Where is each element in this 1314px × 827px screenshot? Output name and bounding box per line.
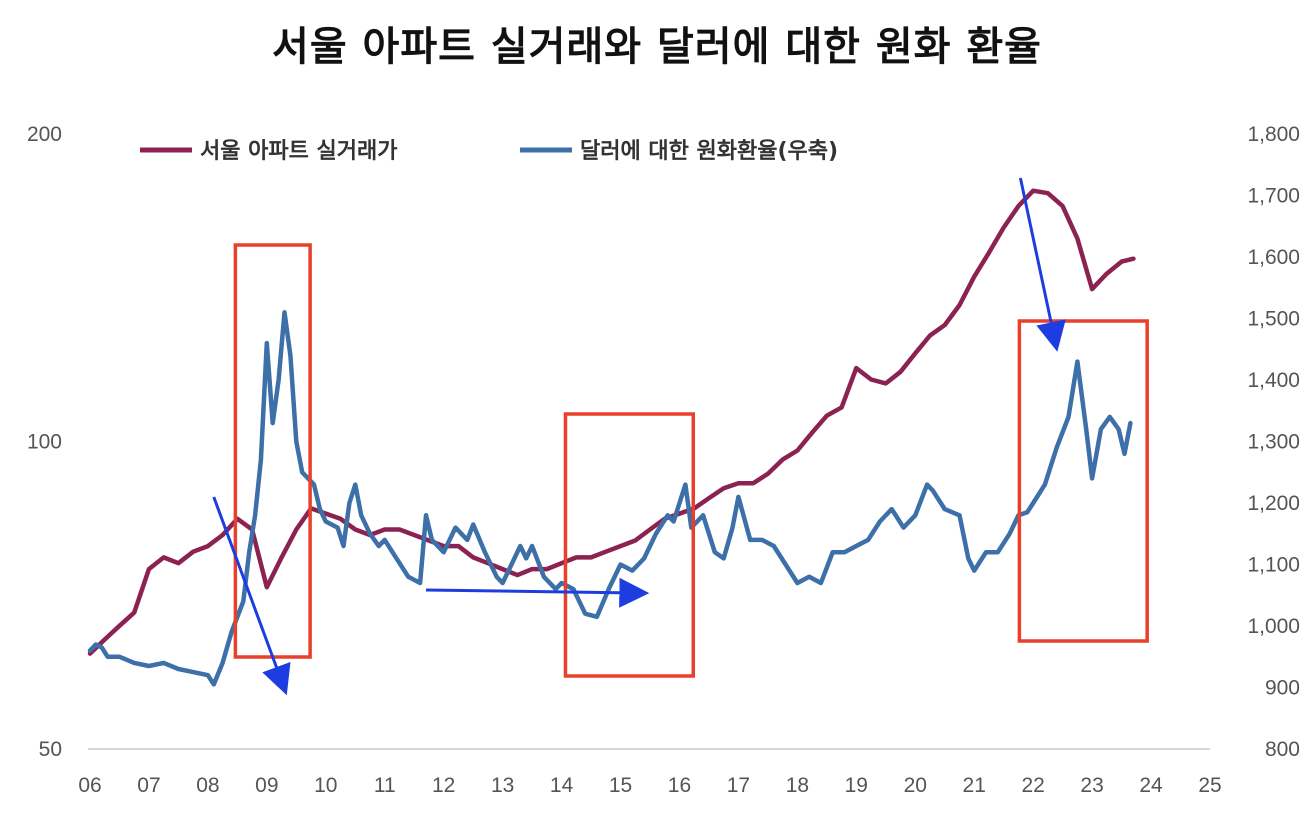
right-tick-label: 1,300 — [1247, 431, 1300, 454]
left-tick-label: 100 — [27, 431, 62, 454]
left-tick-label: 200 — [27, 123, 62, 146]
trend-arrow — [425, 577, 650, 608]
right-tick-label: 1,800 — [1247, 123, 1300, 146]
x-tick-label: 23 — [1080, 774, 1103, 797]
x-tick-label: 12 — [432, 774, 455, 797]
x-tick-label: 16 — [668, 774, 691, 797]
trend-arrow — [1018, 177, 1066, 352]
series-line-krw-usd — [87, 310, 1133, 687]
right-tick-label: 800 — [1265, 738, 1300, 761]
left-tick-label: 50 — [39, 738, 62, 761]
x-tick-label: 09 — [255, 774, 278, 797]
x-tick-label: 08 — [196, 774, 219, 797]
highlight-box — [563, 412, 696, 678]
right-tick-label: 900 — [1265, 677, 1300, 700]
right-tick-label: 1,000 — [1247, 615, 1300, 638]
highlight-box — [1017, 319, 1149, 643]
x-tick-label: 15 — [609, 774, 632, 797]
right-axis-ticks: 1,800 1,700 1,600 1,500 1,400 1,300 1,200 1,100… — [1247, 123, 1300, 761]
series-layer — [87, 188, 1136, 687]
x-tick-label: 19 — [845, 774, 868, 797]
x-tick-label: 10 — [314, 774, 337, 797]
right-tick-label: 1,700 — [1247, 185, 1300, 208]
annotation-layer — [212, 177, 1149, 696]
legend-label-apartment: 서울 아파트 실거래가 — [200, 139, 397, 164]
x-tick-label: 20 — [904, 774, 927, 797]
x-tick-label: 22 — [1021, 774, 1044, 797]
legend: 서울 아파트 실거래가 달러에 대한 원화환율(우축) — [140, 139, 838, 164]
x-tick-label: 13 — [491, 774, 514, 797]
chart-title: 서울 아파트 실거래와 달러에 대한 원화 환율 — [272, 24, 1042, 70]
right-tick-label: 1,200 — [1247, 492, 1300, 515]
right-tick-label: 1,400 — [1247, 369, 1300, 392]
legend-label-fx: 달러에 대한 원화환율(우축) — [580, 139, 838, 164]
right-tick-label: 1,100 — [1247, 554, 1300, 577]
trend-arrow — [212, 496, 291, 696]
series-line-apartment-price — [87, 188, 1136, 656]
x-tick-label: 14 — [550, 774, 574, 797]
x-tick-label: 18 — [786, 774, 809, 797]
x-tick-label: 21 — [963, 774, 986, 797]
x-axis-ticks: 06 07 08 09 10 11 12 13 14 15 16 17 18 19 20 21 22 23 24 25 — [78, 774, 1221, 797]
x-tick-label: 24 — [1139, 774, 1163, 797]
x-tick-label: 06 — [78, 774, 101, 797]
right-tick-label: 1,500 — [1247, 308, 1300, 331]
right-tick-label: 1,600 — [1247, 246, 1300, 269]
left-axis-ticks: 200 100 50 — [27, 123, 62, 761]
x-tick-label: 25 — [1198, 774, 1221, 797]
x-tick-label: 11 — [374, 774, 396, 797]
x-tick-label: 17 — [727, 774, 750, 797]
x-tick-label: 07 — [137, 774, 160, 797]
